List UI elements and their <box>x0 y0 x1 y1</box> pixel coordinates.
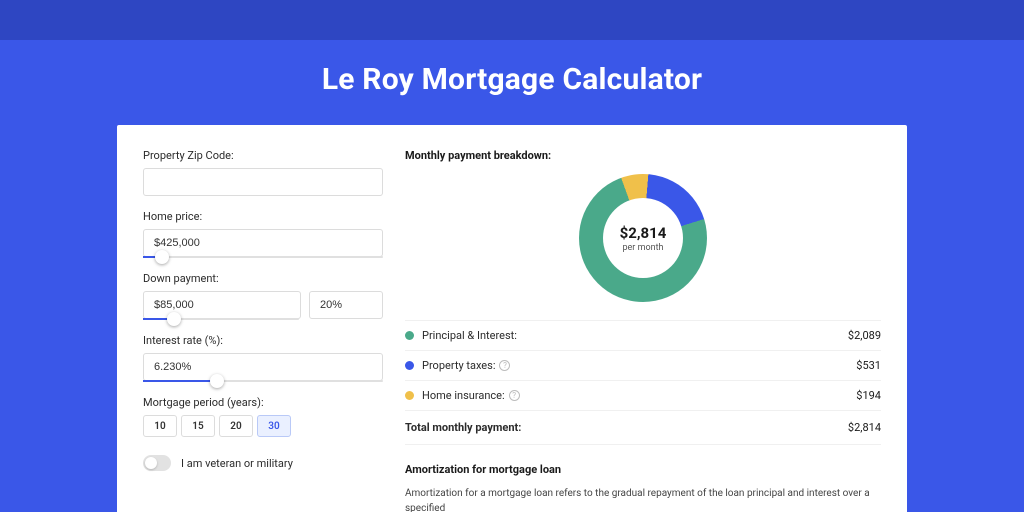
field-zip: Property Zip Code: <box>143 149 383 196</box>
down-payment-slider[interactable] <box>143 318 299 320</box>
interest-input[interactable] <box>143 353 383 381</box>
form-column: Property Zip Code: Home price: Down paym… <box>143 149 383 512</box>
down-payment-pct-input[interactable] <box>309 291 383 319</box>
period-btn-15[interactable]: 15 <box>181 415 215 437</box>
breakdown-column: Monthly payment breakdown: $2,814 per mo… <box>405 149 881 512</box>
breakdown-row: Property taxes: ?$531 <box>405 350 881 380</box>
period-btn-20[interactable]: 20 <box>219 415 253 437</box>
amortization-body: Amortization for a mortgage loan refers … <box>405 486 881 512</box>
top-inset-shadow <box>0 0 1024 40</box>
amortization-heading: Amortization for mortgage loan <box>405 463 881 476</box>
total-value: $2,814 <box>848 421 881 434</box>
breakdown-row-label: Principal & Interest: <box>422 329 848 342</box>
field-veteran: I am veteran or military <box>143 455 383 471</box>
slider-thumb[interactable] <box>155 250 169 264</box>
slider-fill <box>143 380 217 382</box>
total-row: Total monthly payment: $2,814 <box>405 410 881 445</box>
period-btn-30[interactable]: 30 <box>257 415 291 437</box>
field-period: Mortgage period (years): 10152030 <box>143 396 383 437</box>
breakdown-row-value: $531 <box>856 359 881 372</box>
zip-input[interactable] <box>143 168 383 196</box>
breakdown-heading: Monthly payment breakdown: <box>405 149 881 162</box>
zip-label: Property Zip Code: <box>143 149 383 162</box>
color-dot <box>405 361 414 370</box>
breakdown-row: Principal & Interest:$2,089 <box>405 320 881 350</box>
breakdown-row-value: $194 <box>856 389 881 402</box>
field-interest: Interest rate (%): <box>143 334 383 382</box>
toggle-knob <box>145 457 157 469</box>
info-icon[interactable]: ? <box>499 360 510 371</box>
down-payment-input[interactable] <box>143 291 301 319</box>
interest-label: Interest rate (%): <box>143 334 383 347</box>
page-title: Le Roy Mortgage Calculator <box>322 62 702 97</box>
home-price-slider[interactable] <box>143 256 383 258</box>
slider-thumb[interactable] <box>167 312 181 326</box>
donut-sublabel: per month <box>622 243 663 253</box>
period-button-group: 10152030 <box>143 415 383 437</box>
interest-slider[interactable] <box>143 380 383 382</box>
breakdown-row-label: Home insurance: ? <box>422 389 856 402</box>
calculator-card: Property Zip Code: Home price: Down paym… <box>117 125 907 512</box>
page-outer: Le Roy Mortgage Calculator Property Zip … <box>0 0 1024 512</box>
info-icon[interactable]: ? <box>509 390 520 401</box>
period-label: Mortgage period (years): <box>143 396 383 409</box>
breakdown-row-label: Property taxes: ? <box>422 359 856 372</box>
down-payment-label: Down payment: <box>143 272 383 285</box>
total-label: Total monthly payment: <box>405 421 848 434</box>
color-dot <box>405 391 414 400</box>
color-dot <box>405 331 414 340</box>
veteran-label: I am veteran or military <box>181 457 293 470</box>
field-home-price: Home price: <box>143 210 383 258</box>
donut-center: $2,814 per month <box>603 198 683 278</box>
period-btn-10[interactable]: 10 <box>143 415 177 437</box>
donut-amount: $2,814 <box>620 224 667 242</box>
breakdown-row: Home insurance: ?$194 <box>405 380 881 410</box>
field-down-payment: Down payment: <box>143 272 383 320</box>
veteran-toggle[interactable] <box>143 455 171 471</box>
slider-thumb[interactable] <box>210 374 224 388</box>
home-price-input[interactable] <box>143 229 383 257</box>
donut-chart: $2,814 per month <box>579 174 707 302</box>
breakdown-rows: Principal & Interest:$2,089Property taxe… <box>405 320 881 410</box>
home-price-label: Home price: <box>143 210 383 223</box>
breakdown-row-value: $2,089 <box>848 329 881 342</box>
donut-container: $2,814 per month <box>405 174 881 302</box>
